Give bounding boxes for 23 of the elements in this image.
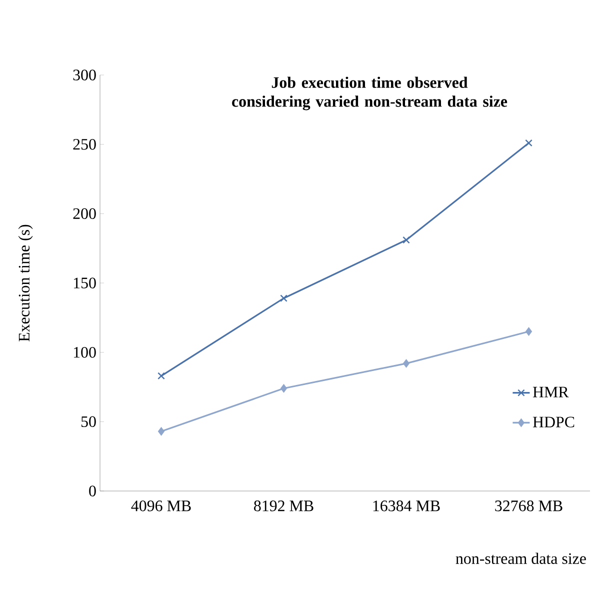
y-axis-title: Execution time (s) <box>18 224 33 342</box>
y-tick-label: 0 <box>89 486 96 496</box>
y-tick-label: 200 <box>73 208 96 220</box>
point <box>158 427 164 436</box>
y-tick-label: 100 <box>74 346 96 358</box>
point <box>402 236 410 244</box>
x-tick-label: 16384 MB <box>373 500 440 512</box>
y-tick-label: 50 <box>81 416 96 428</box>
y-tick-label: 250 <box>73 138 96 150</box>
point <box>158 372 165 380</box>
point <box>526 327 532 336</box>
y-tick-label: 300 <box>73 70 96 80</box>
y-tick-label: 150 <box>74 278 96 288</box>
x-tick-label: 32768 MB <box>495 500 562 512</box>
x-axis-title: non-stream data size <box>456 552 586 564</box>
legend-label: HDPC <box>532 416 574 428</box>
point <box>525 139 532 146</box>
x-tick-label: 4096 MB <box>131 500 191 512</box>
x-tick-label: 8192 MB <box>254 500 314 512</box>
point <box>403 359 410 368</box>
text: Job execution time observed considering varied non-stream data size <box>232 76 508 110</box>
legend-label: HMR <box>532 386 569 398</box>
point <box>280 384 287 392</box>
